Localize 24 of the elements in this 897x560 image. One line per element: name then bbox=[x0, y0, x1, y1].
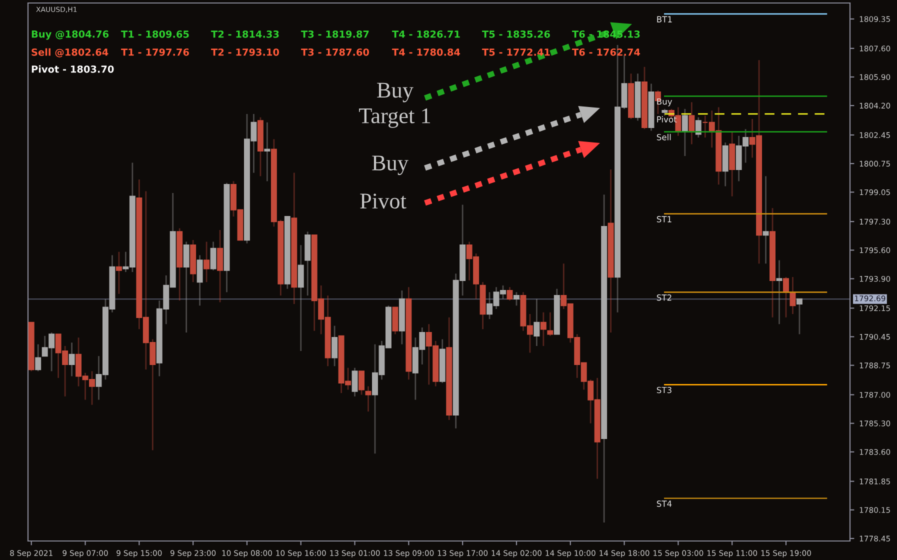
series-label: Buy bbox=[657, 98, 672, 106]
annotation: T2 - 1793.10 bbox=[211, 48, 280, 56]
series-label: BT1 bbox=[657, 16, 672, 22]
annotation: Pivot - 1803.70 bbox=[32, 65, 114, 73]
annotation: T4 - 1780.84 bbox=[392, 48, 460, 56]
annotation: T3 - 1819.87 bbox=[301, 30, 369, 38]
annotation: T5 - 1772.41 bbox=[482, 48, 550, 56]
annotation: T1 - 1797.76 bbox=[121, 48, 189, 56]
annotation: T5 - 1835.26 bbox=[482, 30, 550, 38]
annotation: Pivot bbox=[360, 194, 406, 209]
series-label: Sell bbox=[656, 134, 671, 140]
series-label: ST3 bbox=[656, 386, 672, 394]
annotation: T2 - 1814.33 bbox=[211, 30, 279, 38]
series-label: ST1 bbox=[656, 216, 672, 222]
annotation: T6 - 1762.74 bbox=[572, 48, 640, 56]
series-label: ST4 bbox=[656, 500, 672, 507]
annotation: T1 - 1809.65 bbox=[121, 30, 189, 38]
annotation: T3 - 1787.60 bbox=[301, 48, 370, 56]
annotation: Buy bbox=[372, 156, 408, 176]
annotation: Buy @1804.76 bbox=[32, 30, 109, 40]
annotation: Sell @1802.64 bbox=[32, 48, 108, 58]
series-label: ST2 bbox=[656, 294, 672, 301]
annotation: T4 - 1826.71 bbox=[392, 30, 460, 38]
annotation: Buy Target 1 bbox=[359, 82, 430, 128]
